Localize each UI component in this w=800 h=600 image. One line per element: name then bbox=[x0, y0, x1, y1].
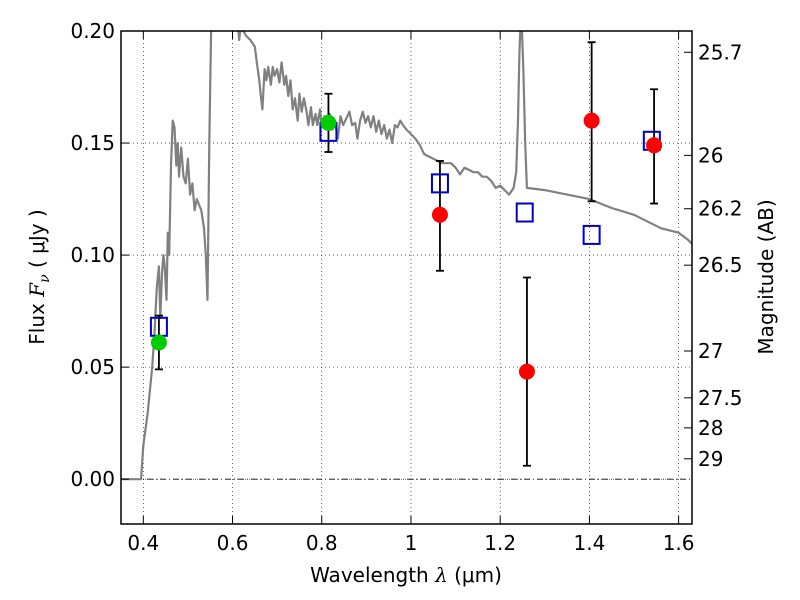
y-tick-label: 0.00 bbox=[70, 467, 115, 491]
x-tick-label: 0.6 bbox=[217, 531, 249, 555]
x-tick-label: 1.4 bbox=[573, 531, 605, 555]
x-tick-label: 1.2 bbox=[484, 531, 516, 555]
spectrum-line bbox=[121, 31, 692, 481]
red-data-point bbox=[431, 206, 448, 223]
y2-tick-label: 28 bbox=[698, 416, 723, 440]
red-data-point bbox=[583, 112, 600, 129]
y2-tick-label: 26.5 bbox=[698, 253, 743, 277]
axes bbox=[120, 30, 693, 525]
x-tick-label: 0.4 bbox=[127, 531, 159, 555]
y2-tick-label: 25.7 bbox=[698, 40, 743, 64]
plot-frame bbox=[120, 30, 693, 525]
red-data-point bbox=[646, 137, 663, 154]
y2-tick-label: 26 bbox=[698, 143, 723, 167]
y-tick-label: 0.20 bbox=[70, 19, 115, 43]
model-square-point bbox=[582, 224, 601, 245]
x-tick-label: 0.8 bbox=[306, 531, 338, 555]
y2-tick-label: 27 bbox=[698, 339, 723, 363]
y2-tick-label: 29 bbox=[698, 447, 723, 471]
grid bbox=[121, 30, 692, 524]
y-tick-label: 0.05 bbox=[70, 355, 115, 379]
plot-data bbox=[121, 31, 692, 481]
y-tick-label: 0.15 bbox=[70, 131, 115, 155]
x-axis-label: Wavelength λ (μm) bbox=[310, 563, 502, 587]
x-tick-label: 1.6 bbox=[663, 531, 695, 555]
y2-axis-label: Magnitude (AB) bbox=[754, 199, 778, 354]
y-axis-label: Flux Fν ( μJy ) bbox=[25, 209, 53, 344]
y-tick-label: 0.10 bbox=[70, 243, 115, 267]
y2-tick-label: 27.5 bbox=[698, 386, 743, 410]
red-data-point bbox=[518, 363, 535, 380]
y2-tick-label: 26.2 bbox=[698, 197, 743, 221]
green-data-point bbox=[320, 114, 337, 131]
tick-labels: 0.4 0.6 0.8 1 1.2 1.4 1.6 0.00 0.05 0.10 0.15 0.20 2… bbox=[70, 19, 742, 555]
green-data-point bbox=[150, 334, 167, 351]
x-tick-label: 1 bbox=[405, 531, 418, 555]
model-square-point bbox=[515, 202, 534, 223]
model-square-point bbox=[430, 173, 449, 194]
